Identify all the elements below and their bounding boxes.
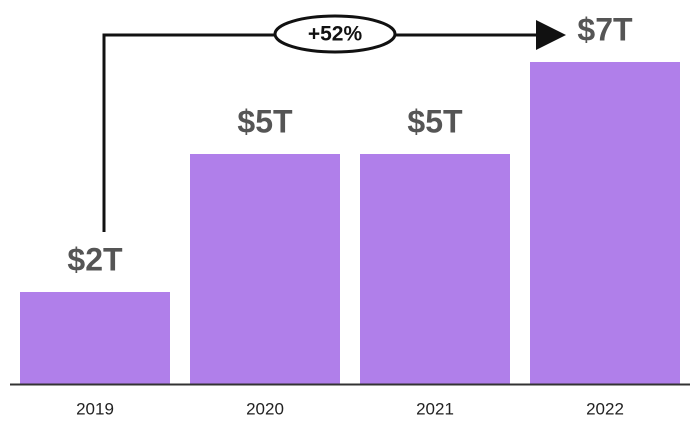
value-label: $5T xyxy=(237,103,293,139)
x-tick-label: 2019 xyxy=(76,399,114,418)
annotation-bubble xyxy=(273,14,397,54)
value-label: $2T xyxy=(67,241,123,277)
bar xyxy=(20,292,170,384)
x-tick-label: 2020 xyxy=(246,399,284,418)
bar xyxy=(190,154,340,384)
value-label: $7T xyxy=(577,11,633,47)
value-label: $5T xyxy=(407,103,463,139)
annotation: +52% xyxy=(308,23,363,46)
annotation-line xyxy=(102,33,275,232)
x-tick-label: 2021 xyxy=(416,399,454,418)
bar xyxy=(530,62,680,384)
bar xyxy=(360,154,510,384)
x-tick-label: 2022 xyxy=(586,399,624,418)
